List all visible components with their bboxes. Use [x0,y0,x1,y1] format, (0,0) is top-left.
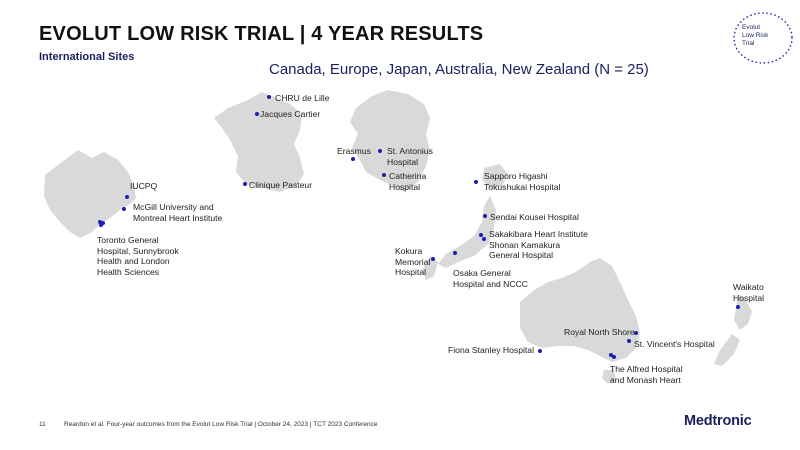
label-jacques-cartier: Jacques Cartier [260,109,321,119]
label-toronto: Toronto General Hospital, Sunnybrook Hea… [97,235,179,277]
map-heading: Canada, Europe, Japan, Australia, New Ze… [269,61,649,78]
marker-catherina [382,173,386,177]
label-erasmus: Erasmus [337,146,371,156]
label-osaka: Osaka General Hospital and NCCC [453,268,528,289]
page-number: 11 [39,421,46,428]
marker-kokura [431,257,435,261]
marker-clinique-pasteur [243,182,247,186]
trial-badge-ring [733,12,793,64]
label-waikato: Waikato Hospital [733,282,765,303]
marker-sendai [483,214,487,218]
netherlands-region [350,90,430,192]
marker-sakakibara [479,233,483,237]
marker-iucpq [125,195,129,199]
label-chru-lille: CHRU de Lille [275,93,330,103]
marker-st-antonius [378,149,382,153]
marker-shonan [482,237,486,241]
badge-line-2: Low Risk [742,32,769,39]
marker-erasmus [351,157,355,161]
badge-line-3: Trial [742,40,755,47]
canada-region [44,150,136,238]
japan-honshu [438,196,496,268]
marker-sapporo [474,180,478,184]
marker-toronto-3 [99,223,103,227]
label-mcgill: McGill University and Montreal Heart Ins… [133,202,223,223]
page-title: EVOLUT LOW RISK TRIAL | 4 YEAR RESULTS [39,23,484,45]
marker-alfred [609,353,613,357]
page-subtitle: International Sites [39,51,135,63]
marker-st-vincents [627,339,631,343]
marker-royal-north-shore [634,331,638,335]
label-alfred: The Alfred Hospital and Monash Heart [610,364,683,385]
marker-monash [612,355,616,359]
medtronic-logo: Medtronic [684,413,752,429]
marker-chru-lille [267,95,271,99]
citation: Reardon et al. Four-year outcomes from t… [64,421,378,428]
trial-badge-text: Evolut Low Risk Trial [742,24,768,48]
label-st-antonius: St. Antonius Hospital [387,146,433,167]
label-iucpq: IUCPQ [130,181,158,191]
label-clinique-pasteur: Clinique Pasteur [249,180,313,190]
label-sapporo: Sapporo Higashi Tokushukai Hospital [484,171,561,192]
japan-hokkaido [482,164,508,188]
tasmania-region [602,370,616,384]
new-zealand-south [714,334,740,366]
australia-region [520,258,640,362]
label-fiona-stanley: Fiona Stanley Hospital [448,345,534,355]
label-sendai: Sendai Kousei Hospital [490,212,579,222]
new-zealand-north [734,294,752,330]
marker-osaka [453,251,457,255]
marker-jacques-cartier [255,112,259,116]
france-region [214,92,304,192]
label-sakakibara: Sakakibara Heart Institute Shonan Kamaku… [489,229,588,260]
label-royal-north-shore: Royal North Shore [564,327,635,337]
marker-mcgill [122,207,126,211]
badge-line-1: Evolut [742,24,761,31]
japan-kyushu [422,256,438,280]
marker-fiona-stanley [538,349,542,353]
label-st-vincents: St. Vincent's Hospital [634,339,715,349]
label-kokura: Kokura Memorial Hospital [395,246,431,277]
label-catherina: Catherina Hospital [389,171,427,192]
marker-waikato [736,305,740,309]
